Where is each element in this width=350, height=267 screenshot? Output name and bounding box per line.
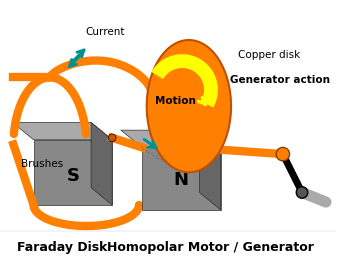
Text: Copper disk: Copper disk [238,50,300,60]
Polygon shape [34,140,112,205]
Ellipse shape [147,40,231,172]
Text: S: S [66,167,79,185]
Text: Generator action: Generator action [230,75,330,85]
Polygon shape [121,130,220,147]
Circle shape [108,134,116,142]
Polygon shape [91,123,112,205]
Text: Brushes: Brushes [21,159,63,169]
Text: N: N [174,171,189,189]
Text: Faraday Disk: Faraday Disk [17,241,107,254]
Polygon shape [199,130,220,210]
Polygon shape [142,147,220,210]
Text: Current: Current [86,27,125,37]
Text: Homopolar Motor / Generator: Homopolar Motor / Generator [107,241,314,254]
Circle shape [276,147,289,161]
Polygon shape [13,123,112,140]
Text: Motion: Motion [155,96,196,106]
Circle shape [296,187,308,198]
